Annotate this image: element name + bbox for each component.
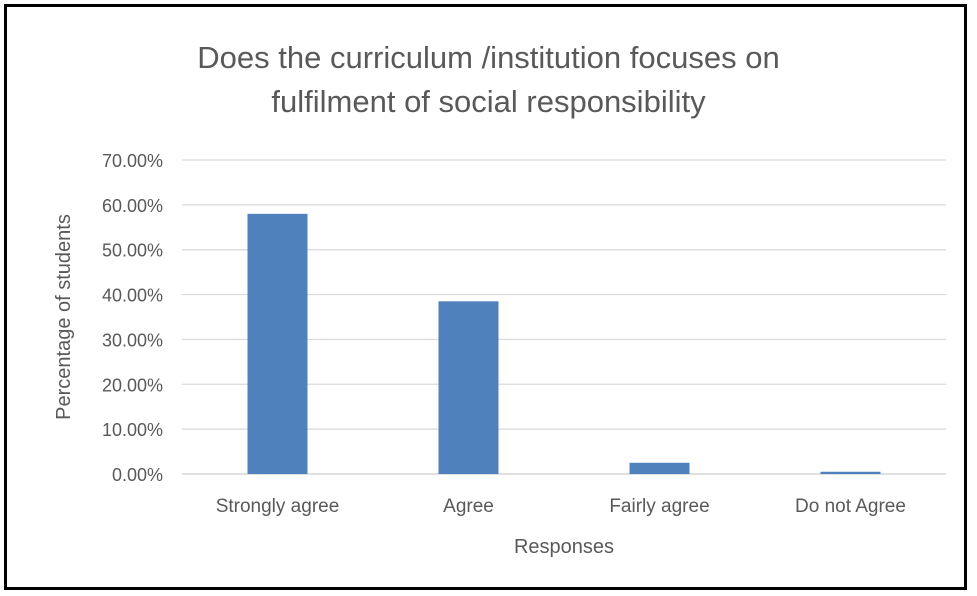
- y-axis-label: Percentage of students: [53, 214, 75, 420]
- bar: [820, 471, 881, 474]
- x-axis-ticks: Strongly agree Agree Fairly agree Do not Ag…: [216, 496, 906, 517]
- chart-frame: [4, 4, 967, 590]
- bar: [629, 462, 690, 474]
- chart-title: Does the curriculum /institution focuses…: [197, 40, 780, 119]
- x-tick-label: Agree: [443, 496, 494, 517]
- y-axis-ticks: 0.00% 10.00% 20.00% 30.00% 40.00% 50.00% 60.00…: [102, 151, 163, 485]
- y-tick-label: 30.00%: [102, 330, 163, 350]
- bar: [247, 213, 308, 475]
- bars: [247, 213, 881, 475]
- y-tick-label: 40.00%: [102, 286, 163, 306]
- y-tick-label: 70.00%: [102, 151, 163, 171]
- y-tick-label: 60.00%: [102, 196, 163, 216]
- x-tick-label: Strongly agree: [216, 496, 340, 517]
- y-tick-label: 50.00%: [102, 241, 163, 261]
- x-tick-label: Do not Agree: [795, 496, 906, 517]
- bar: [438, 301, 499, 474]
- x-tick-label: Fairly agree: [609, 496, 709, 517]
- y-tick-label: 20.00%: [102, 375, 163, 395]
- x-axis-label: Responses: [514, 536, 614, 558]
- gridlines: [182, 159, 946, 475]
- y-tick-label: 10.00%: [102, 420, 163, 440]
- y-tick-label: 0.00%: [112, 465, 163, 485]
